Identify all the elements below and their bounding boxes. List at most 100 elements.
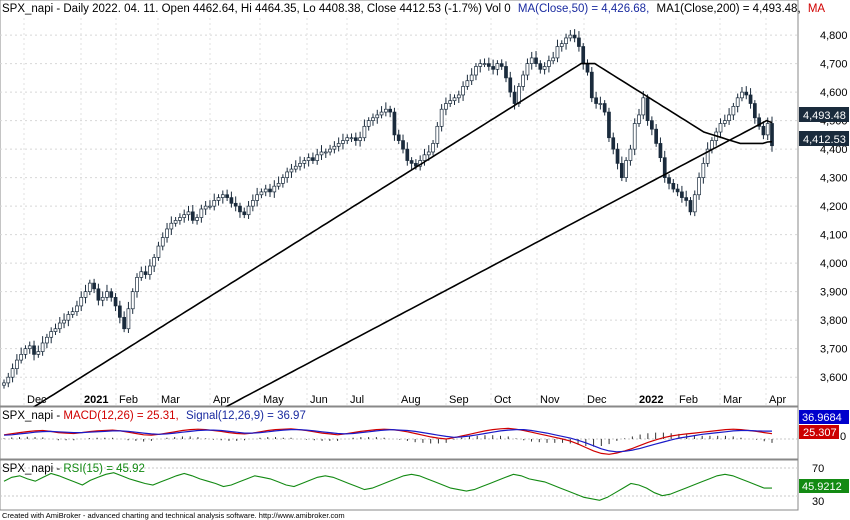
candle-body — [444, 103, 448, 110]
candle-body — [384, 108, 388, 113]
candle-body — [632, 123, 637, 150]
candle-body — [645, 97, 650, 121]
price-y-tick: 4,000 — [820, 258, 848, 270]
candle-body — [53, 328, 58, 332]
candle-body — [15, 359, 19, 369]
price-title-ma200: MA1(Close,200) = 4,493.48, — [656, 3, 800, 15]
candle-body — [319, 151, 324, 156]
candle-body — [628, 148, 633, 161]
candle-body — [315, 154, 320, 161]
price-y-tick: 3,900 — [820, 287, 848, 299]
candle-body — [379, 111, 384, 116]
candle-body — [276, 182, 281, 187]
candle-body — [461, 86, 465, 96]
candle-body — [392, 111, 397, 136]
candle-body — [572, 34, 577, 39]
candle-body — [740, 91, 744, 99]
candle-body — [735, 97, 740, 107]
candle-body — [135, 277, 139, 293]
candle-body — [160, 237, 165, 247]
candle-body — [212, 200, 217, 207]
candle-body — [36, 351, 41, 355]
candle-body — [474, 66, 478, 76]
candle-body — [182, 214, 187, 218]
price-panel-frame — [0, 0, 799, 407]
candle-body — [178, 217, 182, 221]
rsi-title-prefix: SPX_napi - — [2, 463, 63, 475]
price-tag-lower-text: 4,412.53 — [803, 134, 846, 146]
candle-body — [731, 106, 736, 116]
price-title-main: SPX_napi - Daily 2022. 04. 11. Open 4462… — [2, 3, 511, 15]
candle-body — [426, 151, 431, 156]
candle-body — [10, 368, 15, 378]
candle-body — [692, 194, 697, 213]
candle-body — [504, 66, 508, 79]
price-title-tail: MA — [808, 3, 826, 15]
candle-body — [233, 202, 238, 207]
candle-body — [499, 63, 504, 67]
candle-body — [456, 94, 461, 99]
ma50-line — [3, 62, 773, 421]
candle-body — [710, 140, 714, 150]
rsi-line — [3, 472, 772, 501]
macd-title-signal: Signal(12,26,9) = 36.97 — [186, 410, 306, 422]
candle-body — [57, 322, 62, 330]
candle-body — [336, 143, 341, 147]
candle-body — [585, 63, 590, 73]
price-y-tick: 4,400 — [820, 144, 848, 156]
candle-body — [675, 188, 680, 193]
price-x-tick: 2021 — [84, 394, 108, 406]
candle-body — [671, 182, 676, 190]
candle-body — [697, 177, 701, 196]
candle-body — [49, 331, 54, 338]
candle-body — [23, 348, 28, 355]
candle-body — [619, 163, 624, 178]
price-y-tick: 4,800 — [820, 30, 848, 42]
price-title-ma50: MA(Close,50) = 4,426.68, — [518, 3, 649, 15]
macd-tag-signal-text: 36.9684 — [802, 412, 842, 424]
candle-body — [547, 60, 551, 67]
price-x-tick: Dec — [27, 394, 47, 406]
price-y-tick: 3,800 — [820, 315, 848, 327]
candle-body — [551, 57, 556, 62]
price-x-tick: Apr — [769, 394, 786, 406]
candle-body — [486, 63, 491, 67]
candle-body — [2, 382, 6, 386]
macd-tag-signal: 36.9684 — [799, 410, 849, 424]
candle-body — [718, 123, 723, 133]
footer-text: Created with AmiBroker - advanced charti… — [2, 511, 345, 520]
candle-body — [641, 97, 646, 116]
candle-body — [688, 200, 693, 213]
candle-body — [216, 197, 221, 201]
candle-body — [744, 91, 749, 96]
candle-body — [143, 271, 148, 275]
candle-body — [465, 80, 470, 87]
candle-body — [401, 140, 405, 150]
signal-line — [3, 428, 772, 453]
price-x-tick: Dec — [587, 394, 607, 406]
candle-body — [328, 148, 332, 153]
candle-body — [559, 43, 564, 47]
macd-title-macd: MACD(12,26) = 25.31, — [63, 410, 178, 422]
macd-title: SPX_napi - MACD(12,26) = 25.31, Signal(1… — [2, 410, 306, 422]
candle-body — [491, 66, 495, 70]
candle-body — [259, 191, 264, 196]
candle-body — [757, 117, 761, 127]
candle-body — [263, 188, 268, 193]
candle-body — [238, 205, 242, 213]
rsi-level-70-label: 70 — [812, 463, 824, 475]
price-y-axis: 3,600 3,700 3,800 3,900 4,000 4,100 4,200 4,300… — [820, 30, 848, 384]
candle-body — [761, 125, 766, 136]
candle-body — [242, 211, 247, 216]
candle-body — [6, 376, 11, 384]
price-y-tick: 3,700 — [820, 344, 848, 356]
candle-body — [371, 117, 375, 121]
candle-body — [122, 316, 126, 330]
candle-body — [727, 114, 731, 121]
candle-body — [302, 160, 307, 164]
candle-body — [568, 34, 573, 39]
candle-body — [208, 205, 212, 208]
candle-body — [332, 145, 337, 150]
candle-body — [534, 57, 538, 64]
price-x-tick: Feb — [119, 394, 138, 406]
